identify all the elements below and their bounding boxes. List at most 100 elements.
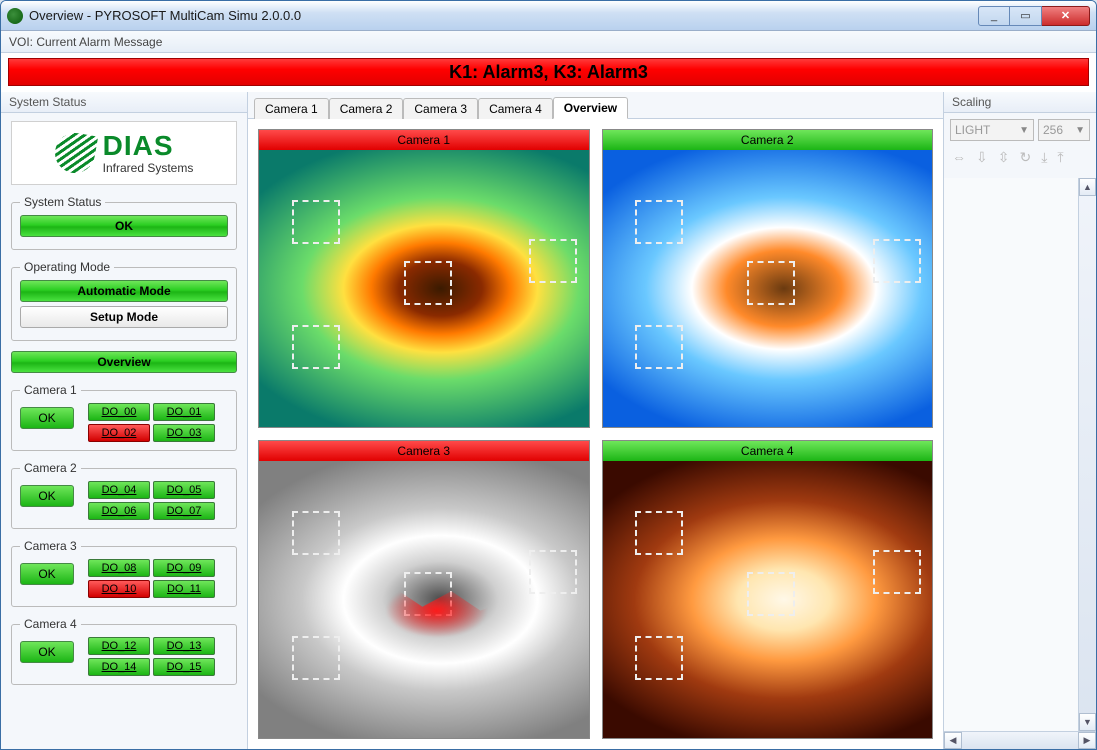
camera-1-group: Camera 1 OK DO_00DO_01DO_02DO_03	[11, 383, 237, 451]
roi-box[interactable]	[635, 511, 683, 555]
sidebar-panel: System Status DIAS Infrared Systems Syst…	[1, 92, 248, 749]
voi-toolbar[interactable]: VOI: Current Alarm Message	[1, 31, 1096, 53]
camera-view-1[interactable]: Camera 1	[258, 129, 590, 428]
digital-output-do_01[interactable]: DO_01	[153, 403, 215, 421]
camera-3-status[interactable]: OK	[20, 563, 74, 585]
roi-box[interactable]	[292, 511, 340, 555]
sidebar-title: System Status	[1, 92, 247, 113]
digital-output-do_07[interactable]: DO_07	[153, 502, 215, 520]
tab-camera-4[interactable]: Camera 4	[478, 98, 553, 119]
up2-icon[interactable]: ⤒	[1057, 149, 1063, 166]
operating-mode-legend: Operating Mode	[20, 260, 114, 274]
system-status-value[interactable]: OK	[20, 215, 228, 237]
camera-view-2-image[interactable]	[603, 150, 933, 427]
camera-2-legend: Camera 2	[20, 461, 81, 475]
roi-box[interactable]	[404, 261, 452, 305]
digital-output-do_09[interactable]: DO_09	[153, 559, 215, 577]
roi-box[interactable]	[529, 550, 577, 594]
alarm-banner-text: K1: Alarm3, K3: Alarm3	[449, 62, 648, 83]
up-down-icon[interactable]: ⇳	[998, 149, 1010, 166]
scaling-panel: Scaling LIGHT ▼ 256 ▼ ⇔ ⇩ ⇳ ↻	[944, 92, 1096, 749]
setup-mode-button[interactable]: Setup Mode	[20, 306, 228, 328]
operating-mode-group: Operating Mode Automatic Mode Setup Mode	[11, 260, 237, 341]
roi-box[interactable]	[292, 636, 340, 680]
digital-output-do_00[interactable]: DO_00	[88, 403, 150, 421]
chevron-down-icon: ▼	[1075, 125, 1085, 136]
scaling-canvas	[944, 178, 1078, 731]
roi-box[interactable]	[292, 200, 340, 244]
roi-box[interactable]	[747, 261, 795, 305]
window-title: Overview - PYROSOFT MultiCam Simu 2.0.0.…	[29, 8, 978, 23]
range-icon[interactable]: ⇔	[952, 149, 966, 166]
levels-select[interactable]: 256 ▼	[1038, 119, 1090, 141]
palette-select[interactable]: LIGHT ▼	[950, 119, 1034, 141]
camera-view-3-image[interactable]	[259, 461, 589, 738]
logo-box: DIAS Infrared Systems	[11, 121, 237, 185]
camera-view-1-image[interactable]	[259, 150, 589, 427]
camera-grid: Camera 1Camera 2Camera 3Camera 4	[248, 119, 943, 749]
camera-4-status[interactable]: OK	[20, 641, 74, 663]
voi-label: VOI: Current Alarm Message	[9, 35, 162, 49]
digital-output-do_05[interactable]: DO_05	[153, 481, 215, 499]
roi-box[interactable]	[873, 550, 921, 594]
scroll-up-icon[interactable]: ▲	[1079, 178, 1096, 196]
view-tabs: Camera 1Camera 2Camera 3Camera 4Overview	[248, 92, 943, 119]
camera-view-4-image[interactable]	[603, 461, 933, 738]
tab-camera-1[interactable]: Camera 1	[254, 98, 329, 119]
digital-output-do_10[interactable]: DO_10	[88, 580, 150, 598]
camera-view-4[interactable]: Camera 4	[602, 440, 934, 739]
scroll-down-icon[interactable]: ▼	[1079, 713, 1096, 731]
down-arrow-icon[interactable]: ⇩	[976, 149, 988, 166]
camera-1-legend: Camera 1	[20, 383, 81, 397]
roi-box[interactable]	[292, 325, 340, 369]
app-window: Overview - PYROSOFT MultiCam Simu 2.0.0.…	[0, 0, 1097, 750]
roi-box[interactable]	[404, 572, 452, 616]
camera-view-3[interactable]: Camera 3	[258, 440, 590, 739]
digital-output-do_14[interactable]: DO_14	[88, 658, 150, 676]
roi-box[interactable]	[747, 572, 795, 616]
app-icon	[7, 8, 23, 24]
window-buttons: _ ▭ ✕	[978, 6, 1090, 26]
roi-box[interactable]	[635, 200, 683, 244]
camera-1-status[interactable]: OK	[20, 407, 74, 429]
roi-box[interactable]	[635, 325, 683, 369]
tab-camera-3[interactable]: Camera 3	[403, 98, 478, 119]
levels-select-value: 256	[1043, 123, 1063, 137]
digital-output-do_11[interactable]: DO_11	[153, 580, 215, 598]
vertical-scrollbar[interactable]: ▲ ▼	[1078, 178, 1096, 731]
digital-output-do_12[interactable]: DO_12	[88, 637, 150, 655]
tab-camera-2[interactable]: Camera 2	[329, 98, 404, 119]
overview-button[interactable]: Overview	[11, 351, 237, 373]
digital-output-do_03[interactable]: DO_03	[153, 424, 215, 442]
roi-box[interactable]	[873, 239, 921, 283]
maximize-button[interactable]: ▭	[1010, 6, 1042, 26]
minimize-button[interactable]: _	[978, 6, 1010, 26]
logo-brand: DIAS	[103, 132, 194, 160]
scaling-tool-row: ⇔ ⇩ ⇳ ↻ ⤓ ⤒	[950, 147, 1090, 172]
roi-box[interactable]	[529, 239, 577, 283]
scroll-right-icon[interactable]: ▶	[1078, 732, 1096, 749]
close-button[interactable]: ✕	[1042, 6, 1090, 26]
digital-output-do_04[interactable]: DO_04	[88, 481, 150, 499]
camera-view-2[interactable]: Camera 2	[602, 129, 934, 428]
digital-output-do_08[interactable]: DO_08	[88, 559, 150, 577]
horizontal-scrollbar[interactable]: ◀ ▶	[944, 731, 1096, 749]
titlebar[interactable]: Overview - PYROSOFT MultiCam Simu 2.0.0.…	[1, 1, 1096, 31]
camera-4-legend: Camera 4	[20, 617, 81, 631]
alarm-banner: K1: Alarm3, K3: Alarm3	[8, 58, 1089, 86]
digital-output-do_06[interactable]: DO_06	[88, 502, 150, 520]
automatic-mode-button[interactable]: Automatic Mode	[20, 280, 228, 302]
tab-overview[interactable]: Overview	[553, 97, 628, 119]
camera-2-status[interactable]: OK	[20, 485, 74, 507]
digital-output-do_13[interactable]: DO_13	[153, 637, 215, 655]
digital-output-do_02[interactable]: DO_02	[88, 424, 150, 442]
camera-3-group: Camera 3OKDO_08DO_09DO_10DO_11	[11, 539, 237, 607]
digital-output-do_15[interactable]: DO_15	[153, 658, 215, 676]
down2-icon[interactable]: ⤓	[1041, 149, 1047, 166]
logo-sub: Infrared Systems	[103, 162, 194, 174]
scaling-title: Scaling	[944, 92, 1096, 113]
refresh-icon[interactable]: ↻	[1019, 149, 1031, 166]
roi-box[interactable]	[635, 636, 683, 680]
camera-4-group: Camera 4 OK DO_12DO_13DO_14DO_15	[11, 617, 237, 685]
scroll-left-icon[interactable]: ◀	[944, 732, 962, 749]
